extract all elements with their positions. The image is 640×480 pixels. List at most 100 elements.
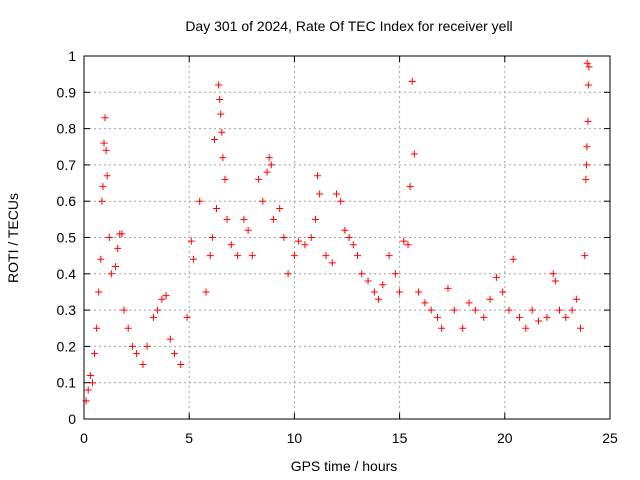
data-point: [551, 277, 559, 285]
data-point: [322, 252, 330, 260]
data-point: [332, 190, 340, 198]
grid-lines: [84, 56, 610, 419]
data-point: [516, 313, 524, 321]
data-point: [154, 306, 162, 314]
data-point: [316, 190, 324, 198]
data-point: [328, 259, 336, 267]
data-point: [358, 270, 366, 278]
data-point: [206, 252, 214, 260]
x-axis-label: GPS time / hours: [291, 458, 398, 474]
data-point: [528, 306, 536, 314]
x-tick-label: 0: [80, 430, 88, 446]
data-point: [444, 284, 452, 292]
data-point: [486, 295, 494, 303]
data-point: [568, 306, 576, 314]
data-point: [421, 299, 429, 307]
x-tick-label: 5: [185, 430, 193, 446]
y-tick-label: 0.1: [57, 375, 77, 391]
data-point: [219, 154, 227, 162]
data-point: [269, 215, 277, 223]
data-point: [276, 204, 284, 212]
data-point: [307, 234, 315, 241]
y-tick-label: 0.8: [57, 121, 77, 137]
data-point: [499, 288, 507, 296]
data-point: [133, 350, 141, 358]
y-tick-label: 0.5: [57, 230, 77, 246]
data-point: [88, 379, 96, 387]
data-point: [202, 288, 210, 296]
data-point: [102, 146, 110, 154]
data-point: [577, 324, 585, 332]
data-point: [391, 270, 399, 278]
data-point: [196, 197, 204, 205]
x-tick-label: 20: [497, 430, 513, 446]
data-point: [112, 263, 120, 271]
data-point: [396, 288, 404, 296]
data-point: [471, 306, 479, 314]
data-point: [216, 96, 224, 104]
data-point: [221, 175, 229, 183]
data-point: [584, 81, 592, 89]
data-point: [84, 386, 92, 394]
y-tick-label: 0.4: [57, 266, 77, 282]
data-point: [337, 197, 345, 205]
data-point: [427, 306, 435, 314]
data-point: [124, 324, 132, 332]
data-point: [415, 288, 423, 296]
data-point: [295, 237, 303, 245]
data-point: [438, 324, 446, 332]
data-point: [581, 252, 589, 260]
x-tick-label: 25: [602, 430, 618, 446]
data-point: [311, 215, 319, 223]
data-point: [280, 234, 288, 241]
data-point: [465, 299, 473, 307]
data-point: [101, 114, 109, 122]
data-point: [170, 350, 178, 358]
data-point: [582, 175, 590, 183]
axis-ticks: [83, 55, 611, 420]
data-point: [120, 306, 128, 314]
data-point: [227, 241, 235, 249]
data-point: [210, 135, 218, 143]
data-point: [265, 154, 273, 162]
data-point: [370, 288, 378, 296]
data-point: [263, 168, 271, 176]
data-point: [509, 255, 517, 263]
data-point: [385, 252, 393, 260]
data-point: [105, 234, 113, 241]
data-point: [480, 313, 488, 321]
data-point: [95, 288, 103, 296]
data-point: [183, 313, 191, 321]
y-axis-label: ROTI / TECUs: [5, 193, 21, 283]
data-point: [143, 342, 151, 350]
data-point: [582, 161, 590, 169]
data-point: [240, 215, 248, 223]
data-points: [82, 59, 593, 405]
data-point: [492, 273, 500, 281]
data-point: [562, 313, 570, 321]
data-point: [400, 237, 408, 245]
data-point: [166, 335, 174, 343]
data-point: [404, 241, 412, 249]
data-point: [450, 306, 458, 314]
data-point: [244, 226, 252, 234]
y-tick-label: 0.2: [57, 338, 77, 354]
data-point: [93, 324, 101, 332]
data-point: [187, 237, 195, 245]
y-tick-label: 0.7: [57, 157, 77, 173]
data-point: [139, 361, 147, 369]
data-point: [128, 342, 136, 350]
data-point: [177, 361, 185, 369]
data-point: [354, 252, 362, 260]
data-point: [583, 59, 591, 67]
data-point: [534, 317, 542, 325]
data-point: [162, 292, 170, 300]
data-point: [379, 281, 387, 289]
data-point: [217, 110, 225, 118]
data-point: [433, 313, 441, 321]
data-point: [259, 197, 267, 205]
x-tick-label: 15: [392, 430, 408, 446]
data-point: [103, 172, 111, 180]
data-point: [158, 295, 166, 303]
chart-title: Day 301 of 2024, Rate Of TEC Index for r…: [185, 18, 512, 34]
